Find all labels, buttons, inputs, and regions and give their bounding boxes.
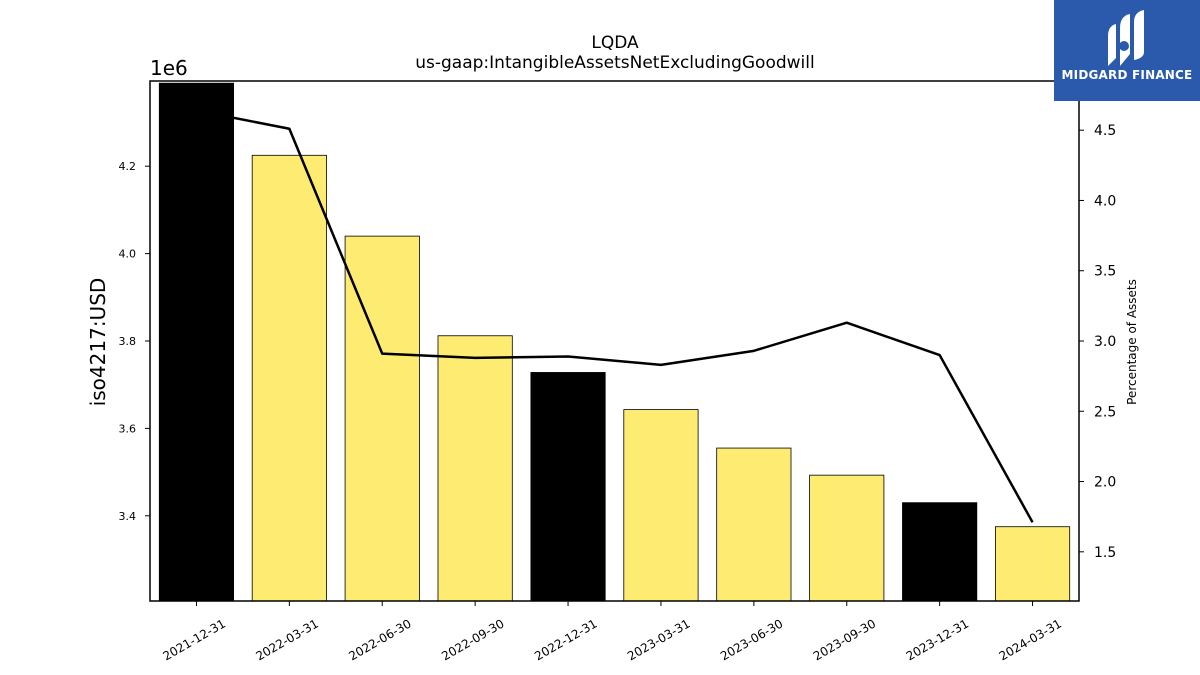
logo-mark-icon bbox=[1108, 10, 1144, 66]
x-tick-label: 2023-12-31 bbox=[904, 616, 971, 663]
bar-2022-03-31 bbox=[251, 154, 327, 602]
y2-tick-label: 3.5 bbox=[1094, 264, 1116, 280]
x-tick-label: 2022-12-31 bbox=[532, 616, 599, 663]
bar-2022-09-30 bbox=[437, 335, 513, 602]
logo-text: MIDGARD FINANCE bbox=[1061, 68, 1193, 82]
x-tick-label: 2024-03-31 bbox=[997, 616, 1064, 663]
x-tick-label: 2021-12-31 bbox=[161, 616, 228, 663]
percentage-line bbox=[196, 109, 1034, 523]
brand-logo: MIDGARD FINANCE bbox=[1054, 0, 1200, 101]
y-ticks: 3.4 3.6 3.8 4.0 4.2 bbox=[119, 160, 150, 523]
y2-tick-label: 2.5 bbox=[1094, 404, 1116, 420]
y2-tick-label: 2.0 bbox=[1094, 475, 1116, 491]
bar-2023-06-30 bbox=[716, 447, 792, 602]
x-tick-label: 2023-06-30 bbox=[718, 616, 785, 663]
bar-2021-12-31 bbox=[158, 82, 235, 602]
y2-ticks: 1.5 2.0 2.5 3.0 3.5 4.0 4.5 bbox=[1079, 123, 1116, 561]
chart-title: LQDA bbox=[591, 33, 639, 53]
y-offset-label: 1e6 bbox=[150, 56, 188, 80]
x-tick-label: 2023-09-30 bbox=[811, 616, 878, 663]
x-tick-label: 2022-09-30 bbox=[439, 616, 506, 663]
y-tick-label: 3.6 bbox=[119, 422, 137, 435]
y2-tick-label: 3.0 bbox=[1094, 334, 1116, 350]
y2-tick-label: 4.5 bbox=[1094, 123, 1116, 139]
x-tick-label: 2023-03-31 bbox=[625, 616, 692, 663]
line-group bbox=[196, 109, 1034, 523]
y-tick-label: 3.4 bbox=[119, 510, 137, 523]
x-ticks: 2021-12-31 2022-03-31 2022-06-30 2022-09-30… bbox=[161, 601, 1064, 663]
y-tick-label: 4.2 bbox=[119, 160, 137, 173]
y-tick-label: 4.0 bbox=[119, 248, 137, 261]
x-tick-label: 2022-06-30 bbox=[346, 616, 413, 663]
chart-subtitle: us-gaap:IntangibleAssetsNetExcludingGood… bbox=[415, 53, 814, 73]
bar-2023-12-31 bbox=[902, 502, 978, 602]
y-tick-label: 3.8 bbox=[119, 335, 137, 348]
y2-tick-label: 4.0 bbox=[1094, 193, 1116, 209]
y-axis-label: iso4217:USD bbox=[86, 278, 110, 407]
y2-axis-label: Percentage of Assets bbox=[1125, 279, 1139, 405]
bar-2022-12-31 bbox=[530, 372, 606, 602]
bar-2023-09-30 bbox=[809, 474, 885, 602]
bar-2023-03-31 bbox=[623, 409, 699, 602]
x-tick-label: 2022-03-31 bbox=[253, 616, 320, 663]
bar-2024-03-31 bbox=[994, 526, 1071, 602]
bars-group bbox=[158, 82, 1071, 602]
y2-tick-label: 1.5 bbox=[1094, 545, 1116, 561]
